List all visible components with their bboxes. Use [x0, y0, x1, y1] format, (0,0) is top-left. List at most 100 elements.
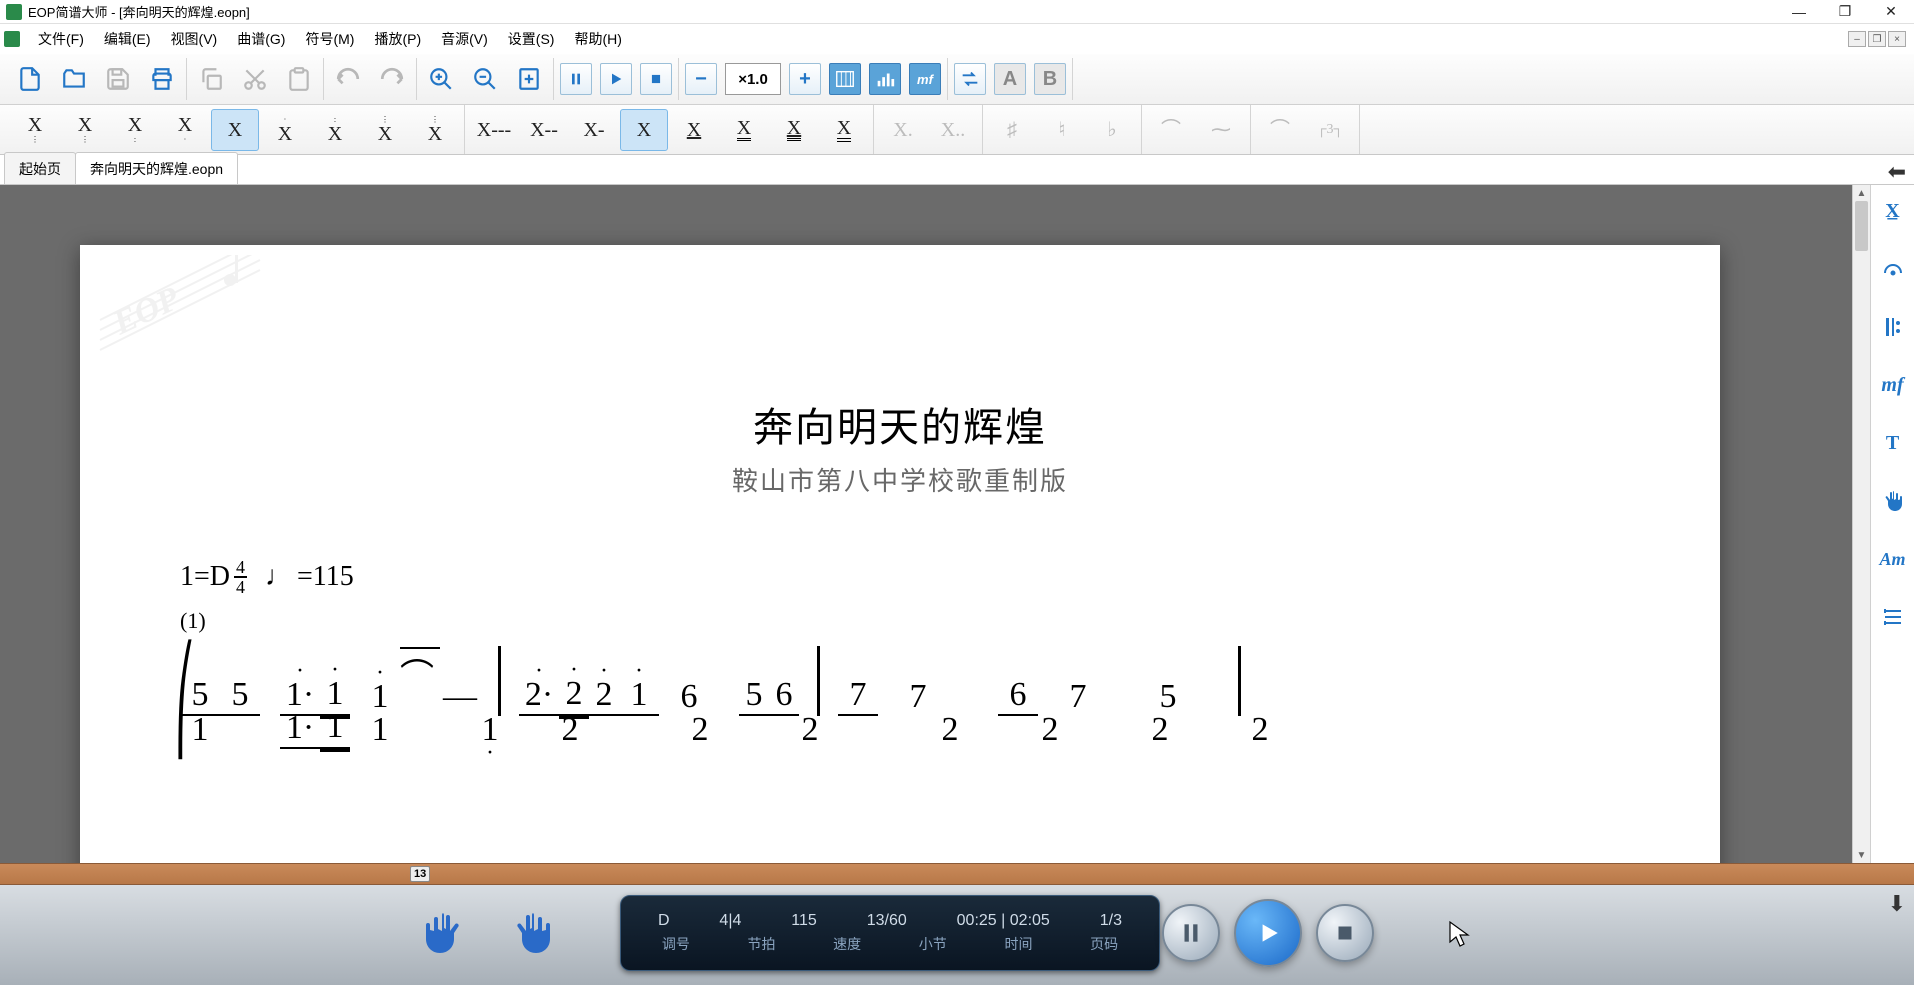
note-dur-5[interactable]: X	[211, 109, 259, 151]
zoom-in-button[interactable]	[423, 61, 459, 97]
maximize-button[interactable]: ❐	[1822, 0, 1868, 24]
canvas[interactable]: EOP 奔向明天的辉煌 鞍山市第八中学校歌重制版 1=D 44 ♩=115 (1…	[0, 185, 1852, 863]
piano-view-button[interactable]	[829, 63, 861, 95]
label-a-button[interactable]: A	[994, 63, 1026, 95]
menu-file[interactable]: 文件(F)	[28, 25, 94, 53]
side-text-icon[interactable]: T	[1875, 425, 1911, 461]
menu-symbol[interactable]: 符号(M)	[295, 25, 364, 53]
cut-button[interactable]	[237, 61, 273, 97]
note-dur-7[interactable]: :X	[311, 109, 359, 151]
mixer-button[interactable]	[869, 63, 901, 95]
zoom-inc-button[interactable]: +	[789, 63, 821, 95]
menu-settings[interactable]: 设置(S)	[498, 25, 565, 53]
left-hand-icon[interactable]	[420, 909, 468, 962]
transpose-button[interactable]	[954, 63, 986, 95]
new-file-button[interactable]	[12, 61, 48, 97]
close-button[interactable]: ✕	[1868, 0, 1914, 24]
play-button[interactable]	[600, 63, 632, 95]
side-repeat-icon[interactable]	[1875, 309, 1911, 345]
note-len-4[interactable]: X	[620, 109, 668, 151]
zoom-out-button[interactable]	[467, 61, 503, 97]
side-dynamics-icon[interactable]: mf	[1875, 367, 1911, 403]
label-b-button[interactable]: B	[1034, 63, 1066, 95]
pause-button[interactable]	[560, 63, 592, 95]
collapse-arrow-icon[interactable]: ⬇	[1888, 891, 1906, 917]
fit-page-button[interactable]	[511, 61, 547, 97]
stop-button[interactable]	[640, 63, 672, 95]
menu-view[interactable]: 视图(V)	[161, 25, 228, 53]
menu-edit[interactable]: 编辑(E)	[94, 25, 161, 53]
menu-sound[interactable]: 音源(V)	[431, 25, 498, 53]
mdi-close[interactable]: ×	[1888, 31, 1906, 47]
info-tempo: 115	[791, 912, 817, 930]
key-tempo: 1=D 44 ♩=115	[180, 558, 1620, 596]
dot-2[interactable]: X..	[929, 109, 977, 151]
mdi-minimize[interactable]: –	[1848, 31, 1866, 47]
note-len-3[interactable]: X-	[570, 109, 618, 151]
note-len-8[interactable]: X	[820, 109, 868, 151]
timeline-ruler[interactable]: 13	[0, 863, 1914, 885]
side-spacing-icon[interactable]	[1875, 599, 1911, 635]
scroll-up-icon[interactable]: ▲	[1853, 185, 1870, 201]
tempo: =115	[297, 561, 354, 593]
tie-1[interactable]: ⌒	[1147, 109, 1195, 151]
menu-score[interactable]: 曲谱(G)	[227, 25, 295, 53]
vertical-scrollbar[interactable]: ▲ ▼	[1852, 185, 1870, 863]
note-len-6[interactable]: X	[720, 109, 768, 151]
zoom-value[interactable]: ×1.0	[725, 63, 781, 95]
transport-pause[interactable]	[1162, 904, 1220, 962]
note-dur-6[interactable]: ·X	[261, 109, 309, 151]
side-note-icon[interactable]: X̲	[1875, 193, 1911, 229]
copy-button[interactable]	[193, 61, 229, 97]
tab-start[interactable]: 起始页	[4, 152, 76, 184]
note-dur-2[interactable]: X⋮	[61, 109, 109, 151]
zoom-dec-button[interactable]: −	[685, 63, 717, 95]
note-len-7[interactable]: X	[770, 109, 818, 151]
doc-title: 奔向明天的辉煌	[180, 395, 1620, 453]
back-arrow-icon[interactable]: ⬅	[1888, 159, 1906, 185]
note-dur-9[interactable]: ⋮X	[411, 109, 459, 151]
transport-play[interactable]	[1234, 899, 1302, 967]
note-dur-3[interactable]: X:	[111, 109, 159, 151]
undo-button[interactable]	[330, 61, 366, 97]
sharp-button[interactable]: ♯	[988, 109, 1036, 151]
natural-button[interactable]: ♮	[1038, 109, 1086, 151]
side-chord-icon[interactable]: Am	[1875, 541, 1911, 577]
side-fermata-icon[interactable]	[1875, 251, 1911, 287]
note-len-1[interactable]: X---	[470, 109, 518, 151]
menu-help[interactable]: 帮助(H)	[564, 25, 631, 53]
transport-stop[interactable]	[1316, 904, 1374, 962]
note-len-5[interactable]: X	[670, 109, 718, 151]
note-len-2[interactable]: X--	[520, 109, 568, 151]
dynamics-button[interactable]: mf	[909, 63, 941, 95]
tab-file[interactable]: 奔向明天的辉煌.eopn	[75, 152, 238, 184]
mdi-restore[interactable]: ❐	[1868, 31, 1886, 47]
side-hand-icon[interactable]	[1875, 483, 1911, 519]
doc-subtitle: 鞍山市第八中学校歌重制版	[180, 461, 1620, 498]
scroll-down-icon[interactable]: ▼	[1853, 847, 1870, 863]
save-button[interactable]	[100, 61, 136, 97]
key-sig: 1=D	[180, 561, 230, 593]
redo-button[interactable]	[374, 61, 410, 97]
right-hand-icon[interactable]	[508, 909, 556, 962]
scroll-thumb[interactable]	[1855, 201, 1868, 251]
title-bar: EOP简谱大师 - [奔向明天的辉煌.eopn] — ❐ ✕	[0, 0, 1914, 24]
doc-icon	[4, 31, 20, 47]
flat-button[interactable]: ♭	[1088, 109, 1136, 151]
info-key: D	[658, 912, 670, 930]
print-button[interactable]	[144, 61, 180, 97]
open-file-button[interactable]	[56, 61, 92, 97]
menu-play[interactable]: 播放(P)	[364, 25, 431, 53]
dot-1[interactable]: X.	[879, 109, 927, 151]
note-dur-4[interactable]: X·	[161, 109, 209, 151]
tie-2[interactable]: ⁓	[1197, 109, 1245, 151]
document-page: EOP 奔向明天的辉煌 鞍山市第八中学校歌重制版 1=D 44 ♩=115 (1…	[80, 245, 1720, 863]
note-dur-1[interactable]: X⋮	[11, 109, 59, 151]
ruler-marker[interactable]: 13	[410, 866, 430, 882]
slur-button[interactable]: ⌒	[1256, 109, 1304, 151]
note-dur-8[interactable]: ⋮X	[361, 109, 409, 151]
watermark-icon: EOP	[90, 255, 270, 365]
tuplet-button[interactable]: ┌3┐	[1306, 109, 1354, 151]
paste-button[interactable]	[281, 61, 317, 97]
minimize-button[interactable]: —	[1776, 0, 1822, 24]
